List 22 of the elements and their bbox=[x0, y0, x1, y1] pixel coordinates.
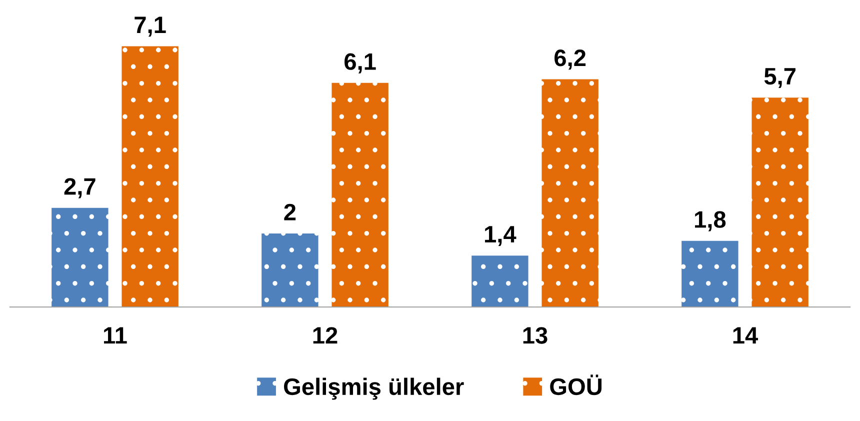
data-label: 1,8 bbox=[695, 211, 726, 232]
x-tick-label: 11 bbox=[104, 327, 127, 344]
legend-label: Gelişmiş ülkeler bbox=[284, 378, 464, 400]
data-label: 2,7 bbox=[64, 178, 96, 198]
data-label: 1,4 bbox=[485, 226, 516, 246]
bar bbox=[262, 234, 318, 307]
x-tick-label: 13 bbox=[523, 327, 548, 344]
data-label: 7,1 bbox=[134, 16, 166, 37]
bar bbox=[472, 256, 528, 307]
data-label: 5,7 bbox=[764, 68, 796, 88]
legend-label: GOÜ bbox=[550, 374, 602, 396]
bar bbox=[542, 79, 598, 307]
x-tick-label: 12 bbox=[313, 327, 338, 344]
bar bbox=[682, 240, 738, 307]
data-label: 6,2 bbox=[554, 50, 586, 70]
bar bbox=[52, 208, 108, 307]
bar bbox=[752, 98, 808, 307]
data-label: 2 bbox=[284, 204, 296, 220]
x-tick-label: 14 bbox=[733, 327, 758, 344]
data-label: 6,1 bbox=[344, 53, 376, 74]
bar bbox=[122, 46, 178, 307]
bar bbox=[332, 82, 388, 307]
